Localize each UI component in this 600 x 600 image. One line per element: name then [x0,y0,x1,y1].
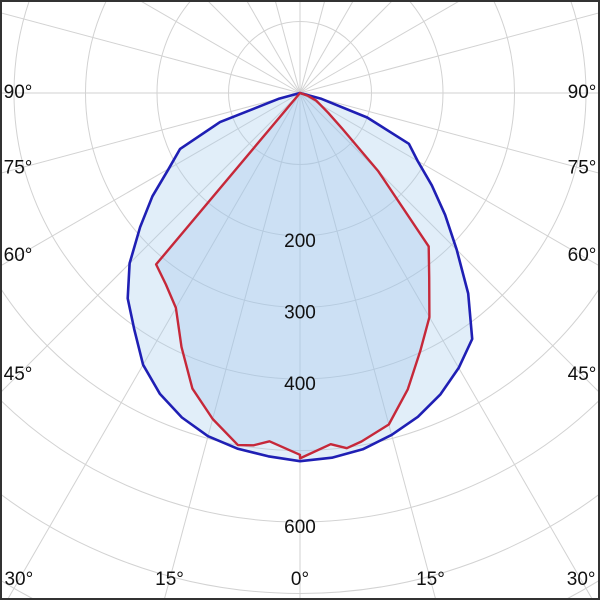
polar-grid-ray [0,92,301,174]
polar-grid-ray [299,12,600,94]
polar-grid-ray [299,92,437,600]
angle-axis-label: 90° [4,82,33,103]
polar-grid-ray [0,12,301,94]
angle-axis-label: 60° [568,245,597,266]
polar-grid-ray [206,0,301,94]
polar-grid-ray [299,0,355,94]
polar-grid-ray [163,92,301,600]
angle-axis-label: 0° [291,569,309,590]
polar-grid-ray [299,0,394,94]
angle-axis-label: 30° [4,569,33,590]
angle-axis-label: 15° [416,569,445,590]
angle-axis-label: 45° [568,364,597,385]
curve-red [154,91,431,460]
angle-axis-label: 75° [4,158,33,179]
polar-grid-ray [137,0,301,94]
polar-grid-ray [0,92,301,267]
polar-grid-ray [299,92,600,267]
radial-axis-label: 300 [284,303,316,324]
angle-axis-label: 75° [568,158,597,179]
curve-blue-fill [127,93,473,462]
angle-axis-label: 15° [155,569,184,590]
polar-grid-ray [299,92,600,394]
radial-axis-label: 400 [284,374,316,395]
curve-blue [126,91,474,463]
polar-grid-ray [274,0,301,94]
polar-grid-ray [299,0,463,94]
polar-grid-ray [299,0,326,94]
radial-axis-label: 600 [284,517,316,538]
polar-grid-ray [299,92,600,174]
angle-axis-label: 60° [4,245,33,266]
polar-grid-ray [299,92,594,600]
polar-grid-ray [6,92,301,600]
polar-grid-ray [0,92,301,394]
radial-axis-label: 200 [284,231,316,252]
angle-axis-label: 30° [567,569,596,590]
angle-axis-label: 90° [568,82,597,103]
polar-grid-ray [245,0,301,94]
angle-axis-label: 45° [4,364,33,385]
